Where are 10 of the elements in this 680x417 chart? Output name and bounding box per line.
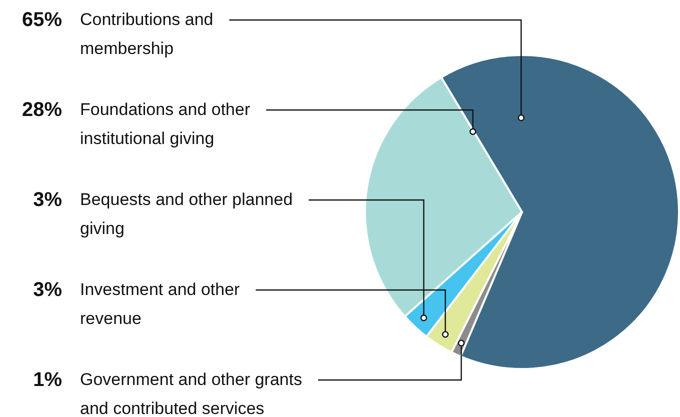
slice-label: Foundations and other institutional giving — [80, 100, 250, 148]
data-label: 28% — [22, 99, 62, 121]
slice-label: Bequests and other planned giving — [80, 190, 293, 238]
slice-label: Government and other grants and contributed services — [80, 370, 302, 417]
slice-label: Investment and other revenue — [80, 280, 240, 328]
data-label: 3% — [33, 279, 62, 301]
slice-label: Contributions and membership — [80, 10, 214, 58]
data-label: 65% — [22, 9, 62, 31]
data-label: 3% — [33, 189, 62, 211]
data-label: 1% — [33, 369, 62, 391]
